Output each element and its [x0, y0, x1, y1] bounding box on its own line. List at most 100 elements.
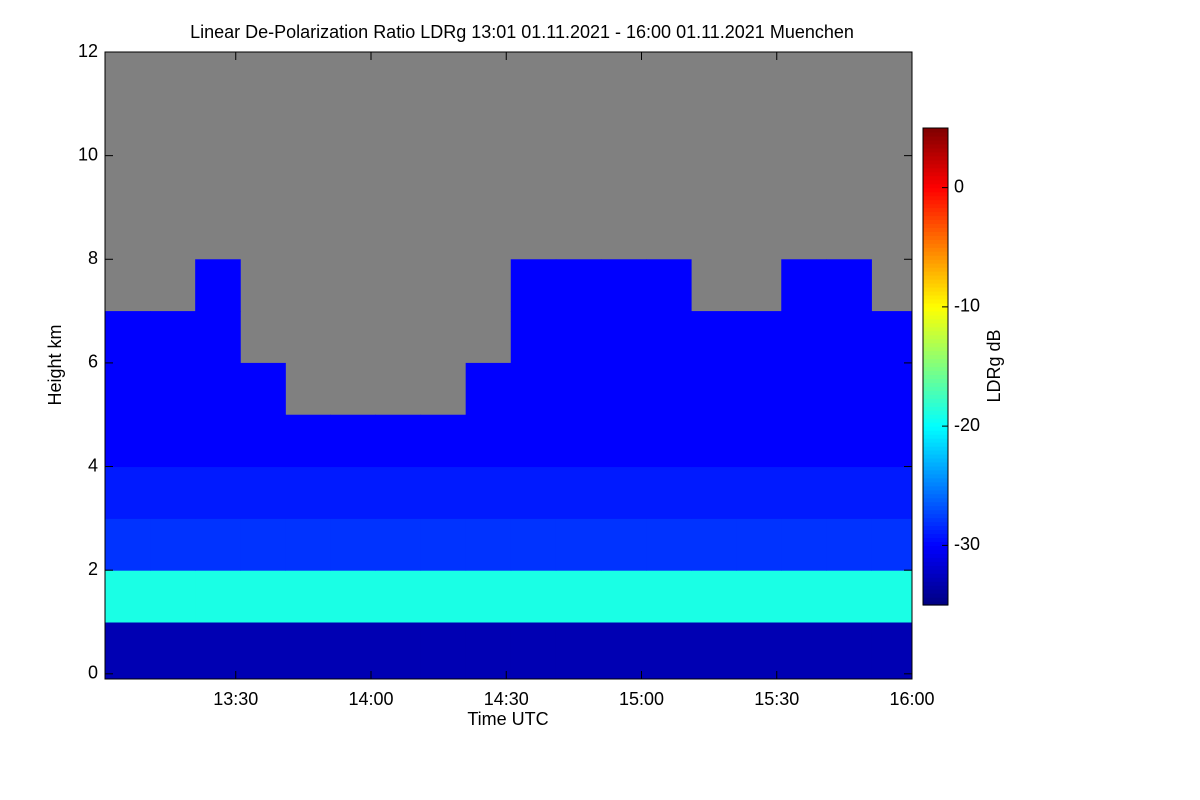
- x-axis-label: Time UTC: [467, 709, 548, 729]
- colorbar-segment: [923, 283, 948, 288]
- heatmap-cell: [871, 622, 913, 680]
- colorbar-segment: [923, 263, 948, 268]
- colorbar-segment: [923, 481, 948, 487]
- colorbar-segment: [923, 179, 948, 185]
- heatmap-cell: [510, 570, 557, 623]
- colorbar-segment: [923, 473, 948, 479]
- heatmap-cell: [240, 518, 286, 571]
- colorbar-segment: [923, 402, 948, 407]
- colorbar-segment: [923, 457, 948, 463]
- heatmap-cell: [600, 622, 647, 680]
- heatmap-cell: [736, 570, 782, 623]
- y-tick-label: 4: [88, 455, 98, 475]
- colorbar-segment: [923, 255, 948, 260]
- chart-title: Linear De-Polarization Ratio LDRg 13:01 …: [190, 22, 854, 42]
- colorbar-segment: [923, 382, 948, 387]
- heatmap-cell: [510, 622, 557, 680]
- heatmap-cell: [150, 518, 196, 571]
- colorbar-segment: [923, 533, 948, 539]
- heatmap-cell: [465, 622, 512, 680]
- x-tick-label: 14:30: [484, 689, 529, 709]
- colorbar-segment: [923, 589, 948, 594]
- colorbar-label: LDRg dB: [984, 329, 1004, 402]
- heatmap-cell: [105, 414, 151, 468]
- colorbar-segment: [923, 342, 948, 348]
- heatmap-cell: [781, 259, 827, 312]
- colorbar-segment: [923, 378, 948, 383]
- x-tick-label: 16:00: [889, 689, 934, 709]
- x-tick-label: 15:30: [754, 689, 799, 709]
- heatmap-cell: [240, 414, 286, 468]
- colorbar-segment: [923, 438, 948, 443]
- heatmap-cell: [375, 570, 422, 623]
- colorbar-segment: [923, 497, 948, 503]
- heatmap-cell: [691, 362, 737, 416]
- heatmap-cell: [555, 570, 602, 623]
- colorbar-segment: [923, 549, 948, 554]
- heatmap-cell: [105, 518, 151, 571]
- colorbar-segment: [923, 267, 948, 272]
- heatmap-cell: [330, 570, 377, 623]
- heatmap-cell: [781, 466, 827, 519]
- heatmap-cell: [240, 362, 286, 416]
- heatmap-cell: [555, 518, 602, 571]
- heatmap-cell: [646, 362, 692, 416]
- colorbar-segment: [923, 370, 948, 376]
- colorbar-segment: [923, 131, 948, 137]
- colorbar-segment: [923, 243, 948, 248]
- colorbar-segment: [923, 334, 948, 340]
- colorbar-segment: [923, 167, 948, 173]
- heatmap-cell: [510, 518, 557, 571]
- colorbar-segment: [923, 557, 948, 562]
- colorbar-segment: [923, 227, 948, 232]
- heatmap-cell: [555, 466, 602, 519]
- colorbar-segment: [923, 553, 948, 558]
- heatmap-cell: [826, 311, 872, 364]
- heatmap-cell: [736, 622, 782, 680]
- heatmap-cell: [781, 414, 827, 468]
- y-tick-label: 10: [78, 144, 98, 164]
- heatmap-cell: [195, 259, 241, 312]
- colorbar-segment: [923, 529, 948, 535]
- heatmap-cell: [195, 414, 241, 468]
- heatmap-cell: [465, 466, 512, 519]
- heatmap-cell: [330, 518, 377, 571]
- colorbar-segment: [923, 239, 948, 244]
- heatmap-cell: [871, 414, 913, 468]
- colorbar-segment: [923, 322, 948, 328]
- colorbar-segment: [923, 306, 948, 312]
- colorbar-frame: [922, 127, 949, 606]
- heatmap-cell: [781, 362, 827, 416]
- colorbar-segment: [923, 541, 948, 546]
- colorbar-segment: [923, 386, 948, 391]
- heatmap-cell: [240, 570, 286, 623]
- colorbar-segment: [923, 394, 948, 399]
- heatmap-cell: [646, 414, 692, 468]
- plot-frame: [104, 51, 913, 680]
- heatmap-cell: [375, 466, 422, 519]
- colorbar-segment: [923, 601, 948, 606]
- colorbar-segment: [923, 199, 948, 205]
- colorbar-segment: [923, 259, 948, 264]
- heatmap-cell: [600, 518, 647, 571]
- colorbar-segment: [923, 290, 948, 296]
- colorbar-tick-label: 0: [954, 176, 964, 196]
- colorbar-segment: [923, 330, 948, 336]
- heatmap-cell: [555, 414, 602, 468]
- heatmap-cell: [691, 518, 737, 571]
- colorbar-segment: [923, 446, 948, 451]
- colorbar-segment: [923, 561, 948, 566]
- heatmap-cell: [150, 414, 196, 468]
- colorbar-tick-label: -30: [954, 534, 980, 554]
- colorbar-segment: [923, 358, 948, 364]
- heatmap-cell: [330, 414, 377, 468]
- y-tick-label: 0: [88, 663, 98, 683]
- colorbar-segment: [923, 211, 948, 217]
- x-tick-label: 15:00: [619, 689, 664, 709]
- colorbar-segment: [923, 338, 948, 344]
- heatmap-cell: [871, 311, 913, 364]
- colorbar-segment: [923, 453, 948, 459]
- colorbar-segment: [923, 577, 948, 582]
- heatmap-cell: [826, 414, 872, 468]
- colorbar-segment: [923, 151, 948, 157]
